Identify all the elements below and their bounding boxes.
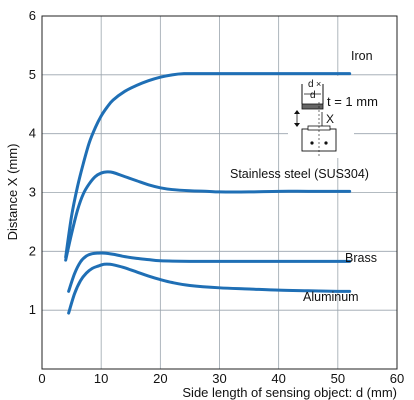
inset-thickness-label: t = 1 mm — [327, 94, 378, 109]
x-tick-label: 50 — [331, 371, 345, 386]
y-tick-label: 1 — [29, 302, 36, 317]
series-line-iron — [64, 72, 352, 259]
series-label-brass: Brass — [345, 251, 377, 265]
y-tick-label: 5 — [29, 67, 36, 82]
inset-x-mark: × — [316, 79, 321, 89]
x-tick-label: 40 — [271, 371, 285, 386]
series-lines — [64, 72, 352, 315]
x-axis-title: Side length of sensing object: d (mm) — [182, 385, 397, 400]
inset-d-label: d — [310, 90, 316, 101]
inset-gap-arrowhead-up — [294, 110, 300, 114]
x-tick-label: 30 — [212, 371, 226, 386]
series-label-aluminum: Aluminum — [303, 290, 359, 304]
inset-gap-arrowhead-down — [294, 123, 300, 127]
x-tick-label: 10 — [94, 371, 108, 386]
x-tick-label: 60 — [390, 371, 404, 386]
series-label-iron: Iron — [351, 49, 373, 63]
series-line-brass — [67, 251, 352, 293]
series-label-stainless: Stainless steel (SUS304) — [230, 167, 369, 181]
inset-x-label: X — [326, 112, 334, 126]
inset-d-top-label: d — [308, 79, 314, 90]
test-setup-inset: d × d t = 1 mm X — [288, 76, 378, 158]
y-tick-label: 6 — [29, 8, 36, 23]
y-axis-title: Distance X (mm) — [5, 144, 20, 241]
series-line-aluminum — [67, 262, 352, 315]
tick-labels: 0 10 20 30 40 50 60 1 2 3 4 5 6 — [29, 8, 404, 386]
x-tick-label: 0 — [38, 371, 45, 386]
plot-frame — [41, 15, 398, 370]
inset-target-plate — [301, 103, 324, 110]
y-tick-label: 2 — [29, 243, 36, 258]
series-line-stainless-steel — [64, 170, 352, 262]
y-tick-label: 3 — [29, 185, 36, 200]
y-tick-label: 4 — [29, 126, 36, 141]
inset-sensor-lead-left — [310, 141, 314, 145]
x-tick-label: 20 — [153, 371, 167, 386]
inset-sensor-lead-right — [324, 141, 328, 145]
